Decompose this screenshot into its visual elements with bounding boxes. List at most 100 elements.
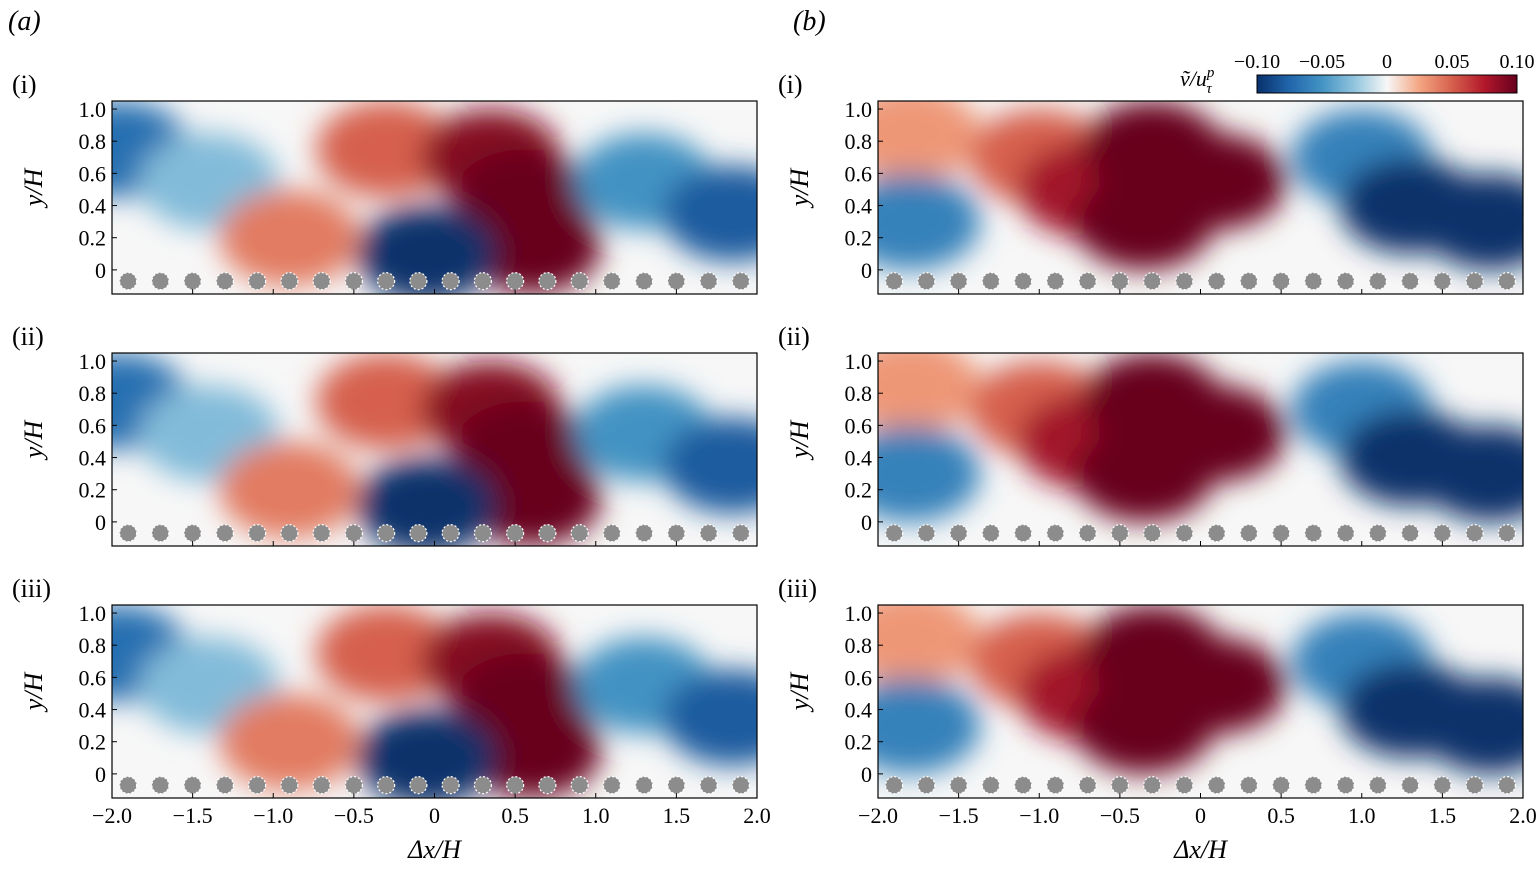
roughness-element: [1433, 776, 1452, 795]
y-tick-label: 0.8: [845, 129, 873, 154]
roughness-element: [667, 776, 686, 795]
x-tick-label: 1.5: [663, 803, 691, 828]
field-cell: [461, 701, 602, 798]
x-tick-label: 1.5: [1429, 803, 1457, 828]
field-cell: [1146, 637, 1287, 734]
x-tick-label: −1.5: [173, 803, 213, 828]
field-cell: [1146, 385, 1287, 482]
colorbar-tick-label: 0.10: [1500, 51, 1535, 73]
roughness-element: [1465, 776, 1484, 795]
roughness-element: [917, 524, 936, 543]
roughness-element: [1465, 272, 1484, 291]
y-tick-label: 0.4: [79, 446, 107, 471]
x-tick-label: −2.0: [858, 803, 898, 828]
roughness-element: [441, 272, 460, 291]
field-cell: [662, 669, 757, 766]
x-tick-label: 0.5: [501, 803, 529, 828]
y-tick-label: 0.4: [845, 698, 873, 723]
field-cell: [461, 197, 602, 294]
panels: (i) 0 0.2 0.4 0.6 0.8 1.0 y/H (ii) 0 0.2 0.4 0.6 0.8 1…: [12, 70, 1537, 864]
row-label: (iii): [778, 574, 817, 603]
roughness-element: [1433, 524, 1452, 543]
roughness-element: [1497, 524, 1516, 543]
roughness-element: [409, 524, 428, 543]
roughness-element: [570, 272, 589, 291]
y-tick-label: 0: [95, 762, 106, 787]
roughness-element: [344, 272, 363, 291]
roughness-element: [1014, 776, 1033, 795]
roughness-element: [119, 524, 138, 543]
y-tick-label: 0.8: [845, 633, 873, 658]
roughness-element: [183, 776, 202, 795]
roughness-element: [1078, 272, 1097, 291]
field-cell: [878, 101, 981, 182]
y-tick-label: 1.0: [845, 97, 873, 122]
roughness-element: [1207, 776, 1226, 795]
y-tick-label: 0.2: [79, 478, 107, 503]
roughness-element: [1336, 272, 1355, 291]
roughness-element: [1110, 776, 1129, 795]
roughness-element: [1175, 776, 1194, 795]
y-axis-label: y/H: [785, 168, 814, 210]
roughness-element: [1207, 272, 1226, 291]
x-tick-label: −2.0: [92, 803, 132, 828]
roughness-element: [635, 272, 654, 291]
x-tick-label: 2.0: [743, 803, 771, 828]
roughness-element: [917, 776, 936, 795]
roughness-element: [312, 524, 331, 543]
x-tick-label: 1.0: [582, 803, 610, 828]
roughness-element: [377, 524, 396, 543]
panel-b-i: (i) 0 0.2 0.4 0.6 0.8 1.0 y/H: [778, 70, 1524, 295]
x-tick-label: 0: [1195, 803, 1206, 828]
row-label: (ii): [778, 322, 810, 351]
field-cell: [1420, 173, 1523, 270]
roughness-element: [377, 272, 396, 291]
roughness-element: [570, 524, 589, 543]
field-cell: [878, 353, 981, 434]
y-axis-label: y/H: [19, 420, 48, 462]
y-tick-label: 0.8: [845, 381, 873, 406]
y-tick-label: 0: [95, 258, 106, 283]
colorbar-label: ṽ/up τ: [1180, 65, 1215, 97]
y-tick-label: 1.0: [79, 349, 107, 374]
roughness-element: [885, 776, 904, 795]
y-tick-label: 0: [95, 510, 106, 535]
x-axis-label: Δx/H: [1173, 835, 1228, 864]
colorbar-label-sub: τ: [1206, 81, 1212, 97]
roughness-element: [473, 272, 492, 291]
roughness-element: [885, 272, 904, 291]
roughness-element: [280, 272, 299, 291]
roughness-element: [312, 272, 331, 291]
panel-b-ii: (ii) 0 0.2 0.4 0.6 0.8 1.0 y/H: [778, 322, 1524, 547]
roughness-element: [473, 524, 492, 543]
roughness-element: [183, 272, 202, 291]
roughness-element: [1336, 776, 1355, 795]
roughness-element: [538, 272, 557, 291]
y-axis-label: y/H: [19, 672, 48, 714]
roughness-element: [981, 272, 1000, 291]
roughness-element: [1368, 776, 1387, 795]
roughness-element: [280, 524, 299, 543]
field-cell: [356, 709, 497, 798]
field-cell: [316, 605, 457, 702]
colorbar-label-main: ṽ/u: [1180, 66, 1207, 91]
x-tick-label: −0.5: [334, 803, 374, 828]
field-cell: [878, 425, 981, 522]
field-cell: [1420, 677, 1523, 774]
roughness-element: [215, 776, 234, 795]
field-cell: [878, 605, 981, 686]
roughness-element: [699, 524, 718, 543]
roughness-element: [409, 272, 428, 291]
roughness-element: [1046, 776, 1065, 795]
roughness-element: [1304, 776, 1323, 795]
roughness-element: [981, 776, 1000, 795]
roughness-element: [635, 776, 654, 795]
roughness-element: [1078, 776, 1097, 795]
roughness-element: [1046, 272, 1065, 291]
roughness-element: [1401, 272, 1420, 291]
roughness-element: [1497, 272, 1516, 291]
roughness-element: [1304, 524, 1323, 543]
y-tick-label: 1.0: [79, 601, 107, 626]
roughness-element: [885, 524, 904, 543]
roughness-element: [506, 272, 525, 291]
